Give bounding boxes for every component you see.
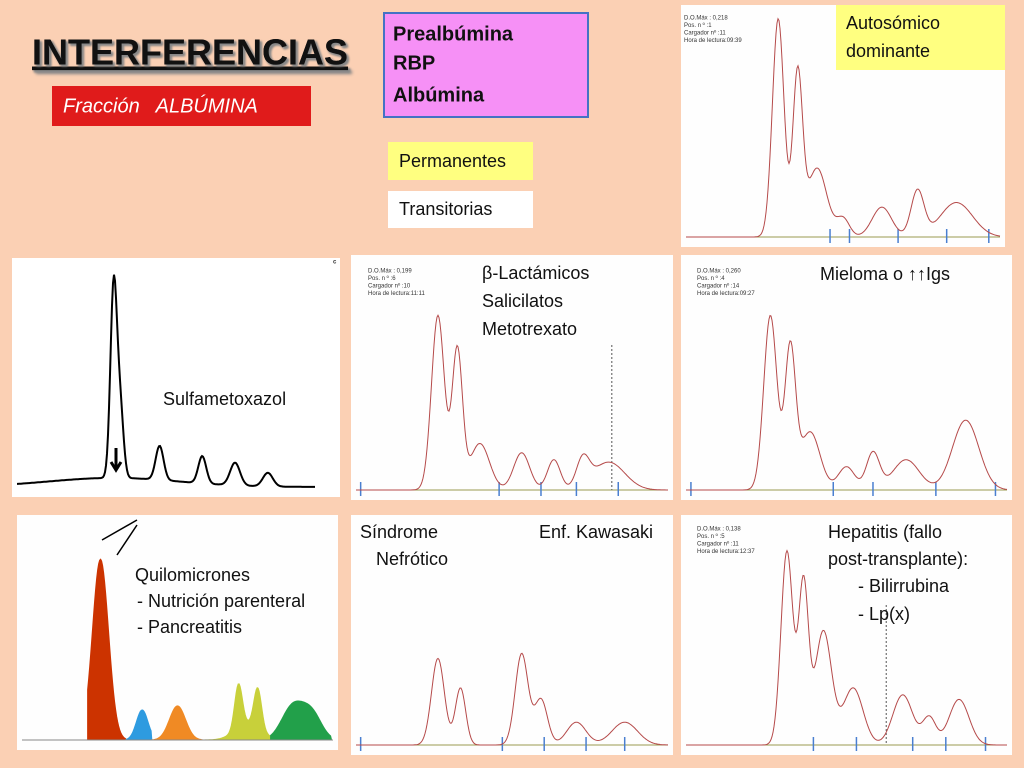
subtitle: Fracción ALBÚMINA <box>63 94 258 117</box>
panel-label: Autosómico <box>846 13 940 33</box>
panel <box>681 515 1012 755</box>
arrow <box>109 448 123 473</box>
info-text: D.O.Máx : 0,199 <box>368 269 412 275</box>
info-text: Pos. n º :4 <box>697 275 725 282</box>
panel <box>12 258 340 497</box>
panel-label: - Lp(x) <box>858 604 910 624</box>
info-text: Hora de lectura:11:11 <box>368 291 425 297</box>
panel-label: dominante <box>846 41 930 61</box>
panel-label: Salicilatos <box>482 291 563 311</box>
legend-box <box>388 142 533 180</box>
protein: Prealbúmina <box>393 23 514 45</box>
info-text: c <box>333 260 337 266</box>
info-text: D.O.Máx : 0,260 <box>697 269 741 275</box>
info-text: Hora de lectura:09:39 <box>684 38 742 44</box>
legend-box <box>388 191 533 228</box>
fraction <box>203 683 272 741</box>
info-text: Cargador nº :14 <box>697 283 740 290</box>
fraction <box>125 709 153 741</box>
panel-label: post-transplante): <box>828 549 968 569</box>
densitogram <box>356 314 668 491</box>
panel <box>681 255 1012 500</box>
legend-transient: Transitorias <box>399 199 492 219</box>
panel-label: Nefrótico <box>376 549 448 569</box>
subtitle-box <box>52 86 311 126</box>
info-text: Cargador nº :10 <box>368 283 411 290</box>
info-text: D.O.Máx : 0,138 <box>697 527 741 533</box>
panel <box>351 255 673 500</box>
fraction <box>87 558 127 741</box>
densitogram <box>356 652 668 746</box>
fraction <box>270 700 333 741</box>
panel-label: - Bilirrubina <box>858 576 950 596</box>
trace <box>17 274 315 488</box>
info-text: Cargador nº :11 <box>697 541 739 548</box>
panel-label: β-Lactámicos <box>482 263 589 283</box>
panel-label: Quilomicrones <box>135 565 250 585</box>
legend-permanent: Permanentes <box>399 151 506 171</box>
densitogram <box>686 314 1008 491</box>
label-box <box>836 5 1005 70</box>
protein: Albúmina <box>393 84 485 106</box>
info-text: Hora de lectura:09:27 <box>697 291 755 297</box>
panel-label: Síndrome <box>360 522 438 542</box>
info-text: Pos. n º :5 <box>697 533 725 540</box>
panel-label: Metotrexato <box>482 319 577 339</box>
panel-label: - Nutrición parenteral <box>137 591 305 611</box>
info-text: Cargador nº :11 <box>684 30 726 37</box>
panel-label: Hepatitis (fallo <box>828 522 942 542</box>
arrows <box>101 519 138 556</box>
info-text: D.O.Máx : 0,218 <box>684 16 728 22</box>
panel-label: - Pancreatitis <box>137 617 242 637</box>
densitogram <box>686 17 1001 238</box>
panel-label: Mieloma o ↑↑Igs <box>820 264 950 284</box>
protein: RBP <box>393 52 435 74</box>
info-text: Pos. n º :6 <box>368 275 396 282</box>
panel-label: Enf. Kawasaki <box>539 522 653 542</box>
info-text: Pos. n º :1 <box>684 22 712 29</box>
densitogram <box>686 549 1007 746</box>
protein-box <box>383 12 589 118</box>
title: INTERFERENCIAS <box>32 32 348 73</box>
info-text: Hora de lectura:12:37 <box>697 549 755 555</box>
fraction <box>151 705 206 741</box>
panel-label: Sulfametoxazol <box>163 389 286 409</box>
